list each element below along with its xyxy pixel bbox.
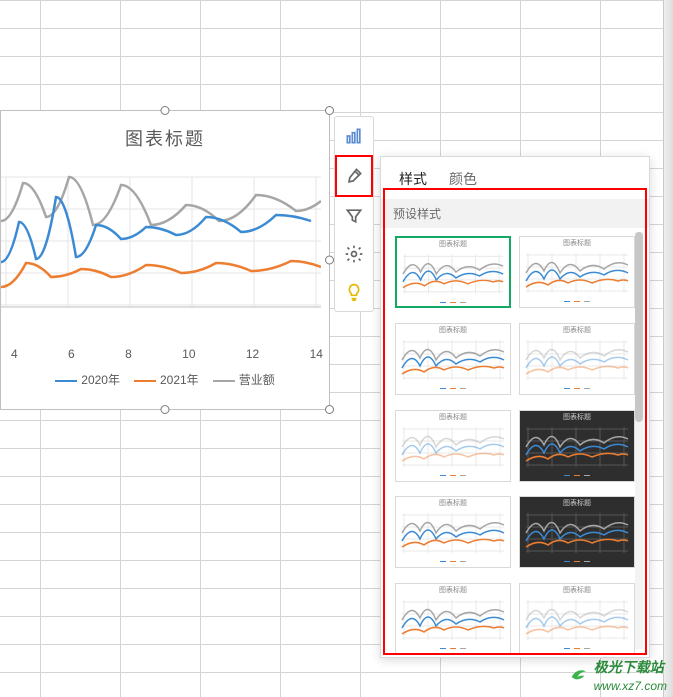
- preset-7[interactable]: 图表标题: [395, 496, 511, 568]
- resize-handle[interactable]: [325, 256, 334, 265]
- x-tick: 6: [68, 347, 75, 361]
- resize-handle[interactable]: [325, 106, 334, 115]
- resize-handle[interactable]: [161, 405, 170, 414]
- watermark: 极光下载站 www.xz7.com: [568, 657, 667, 693]
- preset-8[interactable]: 图表标题: [519, 496, 635, 568]
- preset-6[interactable]: 图表标题: [519, 410, 635, 482]
- preset-legend: [522, 475, 632, 476]
- style-panel: 样式颜色 预设样式 图表标题 图表标题 图表标题: [380, 156, 650, 658]
- preset-9[interactable]: 图表标题: [395, 583, 511, 655]
- scrollbar[interactable]: [635, 232, 643, 649]
- x-tick: 8: [125, 347, 132, 361]
- preset-5[interactable]: 图表标题: [395, 410, 511, 482]
- preset-1[interactable]: 图表标题: [395, 236, 511, 308]
- preset-legend: [522, 561, 632, 562]
- right-scrollbar-track: [663, 0, 673, 697]
- watermark-text2: www.xz7.com: [594, 679, 667, 693]
- preset-legend: [398, 388, 508, 389]
- scrollbar-thumb[interactable]: [635, 232, 643, 422]
- preset-title: 图表标题: [522, 326, 632, 336]
- legend: 2020年 2021年营业额: [1, 361, 329, 388]
- gear-icon[interactable]: [335, 235, 373, 273]
- chart-plot: [1, 157, 321, 347]
- preset-title: 图表标题: [522, 413, 632, 423]
- preset-10[interactable]: 图表标题: [519, 583, 635, 655]
- preset-title: 图表标题: [398, 586, 508, 596]
- preset-title: 图表标题: [522, 239, 632, 249]
- preset-legend: [398, 648, 508, 649]
- preset-title: 图表标题: [522, 586, 632, 596]
- preset-title: 图表标题: [398, 413, 508, 423]
- funnel-icon[interactable]: [335, 197, 373, 235]
- preset-legend: [522, 301, 632, 302]
- preset-legend: [522, 388, 632, 389]
- chart-toolbar: [334, 116, 374, 312]
- resize-handle[interactable]: [161, 106, 170, 115]
- x-tick: 12: [246, 347, 259, 361]
- preset-legend: [398, 561, 508, 562]
- preset-legend: [399, 302, 507, 303]
- tab-style[interactable]: 样式: [399, 169, 427, 189]
- brush-icon[interactable]: [335, 155, 373, 197]
- x-tick: 14: [310, 347, 323, 361]
- preset-legend: [398, 475, 508, 476]
- preset-legend: [522, 648, 632, 649]
- preset-2[interactable]: 图表标题: [519, 236, 635, 308]
- legend-item: 2021年: [134, 371, 199, 388]
- bulb-icon[interactable]: [335, 273, 373, 311]
- watermark-icon: [568, 664, 590, 686]
- preset-3[interactable]: 图表标题: [395, 323, 511, 395]
- chart-title: 图表标题: [1, 111, 329, 157]
- resize-handle[interactable]: [325, 405, 334, 414]
- preset-grid: 图表标题 图表标题 图表标题 图表标题: [385, 230, 645, 655]
- legend-item: 营业额: [213, 371, 275, 388]
- watermark-text1: 极光下载站: [594, 659, 664, 675]
- preset-title: 图表标题: [398, 499, 508, 509]
- chart-type-icon[interactable]: [335, 117, 373, 155]
- x-tick: 10: [182, 347, 195, 361]
- x-tick: 4: [11, 347, 18, 361]
- preset-title: 图表标题: [522, 499, 632, 509]
- preset-title: 图表标题: [399, 240, 507, 250]
- legend-item: 2020年: [55, 371, 120, 388]
- preset-title: 图表标题: [398, 326, 508, 336]
- x-axis-labels: 4 6 8 10 12 14: [1, 347, 329, 361]
- preset-4[interactable]: 图表标题: [519, 323, 635, 395]
- tab-color[interactable]: 颜色: [449, 169, 477, 189]
- chart-container[interactable]: 图表标题 4 6 8 10 12 14 2020年 2021年营业额: [0, 110, 330, 410]
